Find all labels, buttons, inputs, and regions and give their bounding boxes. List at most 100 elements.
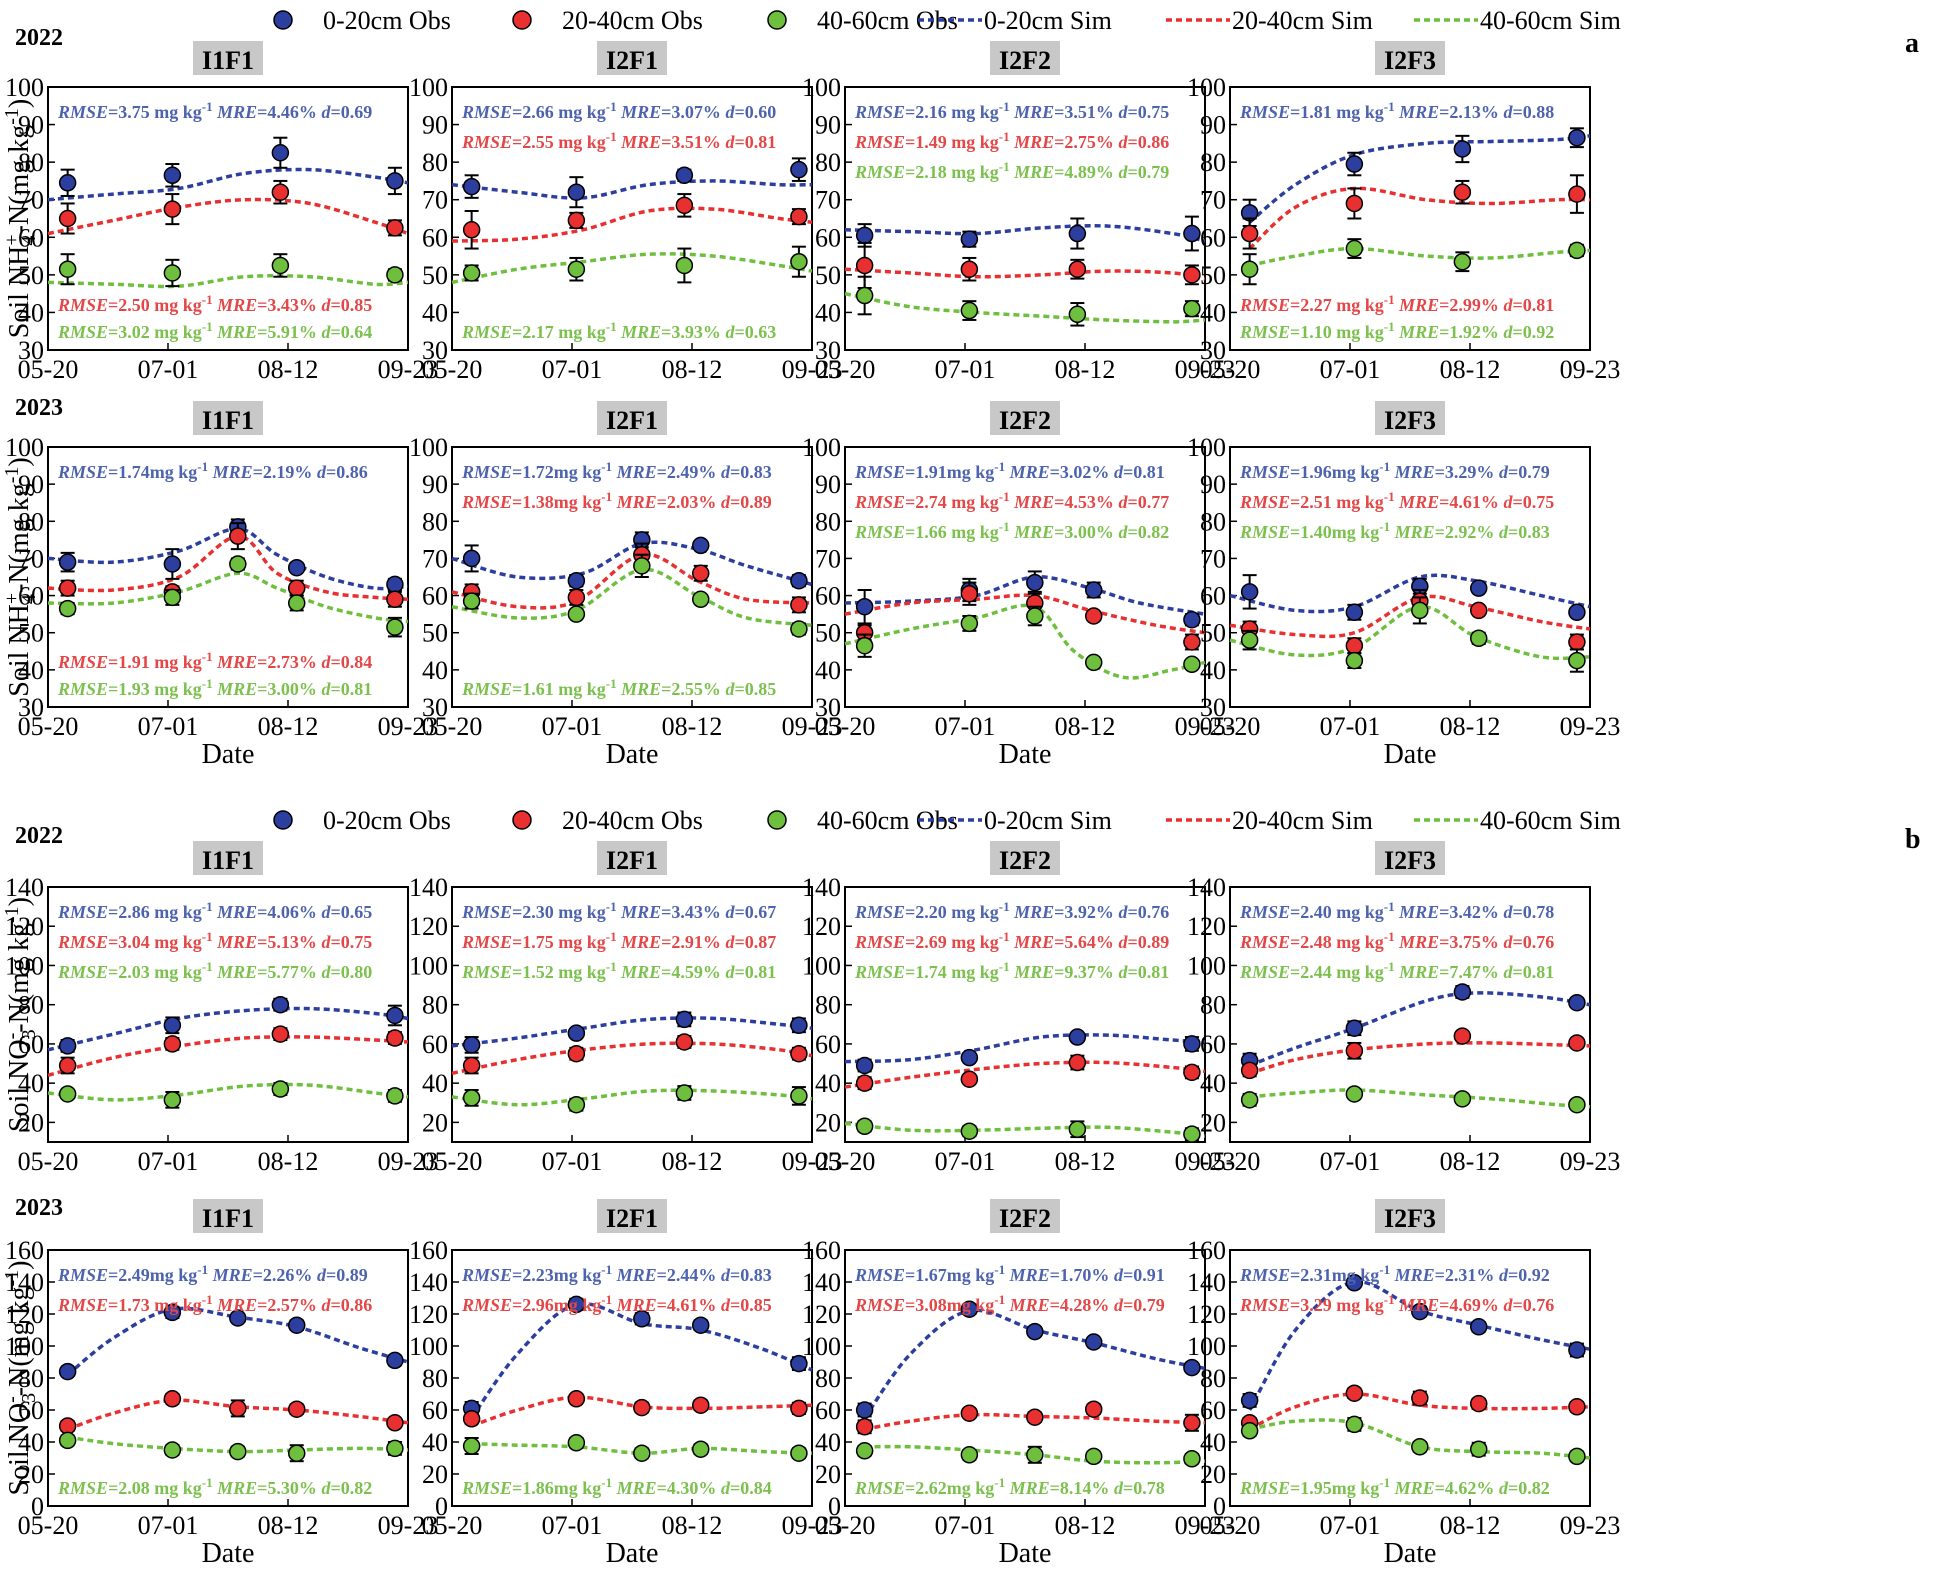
x-tick-label: 05-20	[18, 1147, 79, 1176]
y-tick-label: 60	[815, 582, 841, 611]
stat-part: =2.55 mg kg	[512, 132, 606, 152]
stat-part: d	[725, 932, 735, 952]
obs-point-0-20cm	[1345, 1019, 1364, 1037]
y-tick-label: 100	[802, 433, 841, 462]
stat-line-top: RMSE=2.66 mg kg-1 MRE=3.07% d=0.60	[461, 99, 776, 122]
stat-part: -1	[1384, 959, 1395, 974]
plot-frame	[47, 886, 409, 1143]
obs-point-20-40cm	[58, 579, 77, 597]
stat-part: RMSE	[57, 932, 108, 952]
stat-part: =0.75	[330, 932, 372, 952]
x-tick-label: 09-23	[1175, 1511, 1236, 1540]
y-tick-label: 160	[1187, 1236, 1226, 1265]
plot-frame	[47, 446, 409, 708]
panel-title: I2F3	[1384, 846, 1436, 875]
stat-part: RMSE	[57, 1265, 108, 1285]
stat-part: MRE	[1013, 102, 1054, 122]
sim-curve-40-60cm	[47, 571, 409, 624]
stat-part: -1	[999, 519, 1010, 534]
obs-point-0-20cm	[855, 226, 874, 245]
x-tick-label: 05-20	[422, 355, 483, 384]
stat-part: =0.89	[730, 492, 772, 512]
stat-part: d	[1503, 1295, 1513, 1315]
stat-part: =1.61 mg kg	[512, 679, 606, 699]
stat-part: =2.48 mg kg	[1290, 932, 1384, 952]
stat-line-top: RMSE=2.51 mg kg-1 MRE=4.61% d=0.75	[1239, 489, 1554, 512]
obs-point-0-20cm	[1469, 579, 1488, 597]
stat-part: RMSE	[1239, 322, 1290, 342]
y-tick-label: 80	[1200, 1364, 1226, 1393]
stat-part: -1	[601, 1292, 612, 1307]
stat-part: =1.38mg kg	[512, 492, 601, 512]
stat-part: -1	[994, 1475, 1005, 1490]
obs-point-0-20cm	[163, 555, 182, 573]
obs-point-40-60cm	[229, 1442, 247, 1461]
stat-part: -1	[606, 899, 617, 914]
stat-part: =3.07%	[661, 102, 725, 122]
obs-point-40-60cm	[855, 1117, 874, 1136]
stat-part: =4.61%	[657, 1295, 721, 1315]
stat-part: =5.91%	[257, 322, 321, 342]
y-tick-label: 140	[409, 873, 448, 902]
legend-a: 0-20cm Obs 20-40cm Obs 40-60cm Obs 0-20cm S…	[273, 6, 1621, 35]
stat-part: RMSE	[461, 1295, 512, 1315]
sim-curve-20-40cm	[1249, 1041, 1591, 1076]
obs-point-0-20cm	[386, 1006, 404, 1025]
obs-point-20-40cm	[462, 221, 481, 239]
stat-part: =1.52 mg kg	[512, 962, 606, 982]
stat-part: =1.67mg kg	[905, 1265, 994, 1285]
obs-point-20-40cm	[58, 1417, 77, 1435]
obs-point-40-60cm	[1469, 1440, 1488, 1458]
obs-point-0-20cm	[855, 1056, 874, 1075]
plot-frame	[1229, 886, 1591, 1143]
obs-point-0-20cm	[1568, 128, 1586, 147]
stat-part: MRE	[216, 652, 257, 672]
stat-part: =4.89%	[1054, 162, 1118, 182]
stat-part: =2.57%	[257, 1295, 321, 1315]
y-tick-label: 40	[1200, 298, 1226, 327]
panel-b-2023-I2F2: I2F2 0 20 40 60 80 100 120 140 160 05-20 07-01 08-12…	[802, 1199, 1235, 1569]
stat-part: =8.14%	[1050, 1478, 1114, 1498]
y-tick-label: 30	[815, 336, 841, 365]
stat-line-top: RMSE=1.38mg kg-1 MRE=2.03% d=0.89	[461, 489, 772, 512]
stat-line-top: RMSE=2.23mg kg-1 MRE=2.44% d=0.83	[461, 1262, 772, 1285]
stat-part: =1.73 mg kg	[108, 1295, 202, 1315]
stat-part: =0.89	[326, 1265, 368, 1285]
y-tick-label: 100	[1187, 433, 1226, 462]
obs-point-40-60cm	[163, 1441, 182, 1459]
panel-a-2022-I2F1: I2F1 30 40 50 60 70 80 90 100 05-20 07-01 08-12 09-2…	[409, 41, 842, 384]
stat-part: RMSE	[1239, 295, 1290, 315]
obs-point-40-60cm	[462, 264, 481, 282]
obs-point-20-40cm	[567, 211, 586, 230]
y-tick-label: 140	[802, 1268, 841, 1297]
stat-part: =2.86 mg kg	[108, 902, 202, 922]
obs-point-40-60cm	[1084, 1447, 1103, 1466]
y-tick-label: 0	[828, 1492, 841, 1521]
x-tick-label: 08-12	[1440, 355, 1501, 384]
stat-line-top: RMSE=1.67mg kg-1 MRE=1.70% d=0.91	[854, 1262, 1165, 1285]
panel-title-box	[597, 841, 667, 875]
legend-marker-1	[512, 810, 532, 830]
obs-point-0-20cm	[462, 1036, 481, 1054]
obs-point-20-40cm	[1068, 1053, 1087, 1072]
y-tick-label: 80	[422, 1364, 448, 1393]
obs-point-0-20cm	[567, 1295, 586, 1314]
obs-point-0-20cm	[790, 160, 808, 179]
x-axis-title: Date	[999, 739, 1052, 770]
stat-part: =2.69 mg kg	[905, 932, 999, 952]
obs-point-0-20cm	[163, 1303, 182, 1322]
obs-point-20-40cm	[386, 590, 404, 609]
obs-point-40-60cm	[855, 636, 874, 655]
stat-part: d	[1114, 462, 1124, 482]
y-tick-label: 30	[422, 693, 448, 722]
stat-part: =4.06%	[257, 902, 321, 922]
obs-point-0-20cm	[1345, 155, 1364, 173]
stat-part: MRE	[1013, 522, 1054, 542]
obs-point-20-40cm	[855, 1418, 874, 1436]
x-tick-label: 08-12	[1055, 1147, 1116, 1176]
stat-part: =5.30%	[257, 1478, 321, 1498]
stat-part: d	[321, 1478, 331, 1498]
stat-part: RMSE	[57, 102, 108, 122]
stat-part: =4.61%	[1439, 492, 1503, 512]
